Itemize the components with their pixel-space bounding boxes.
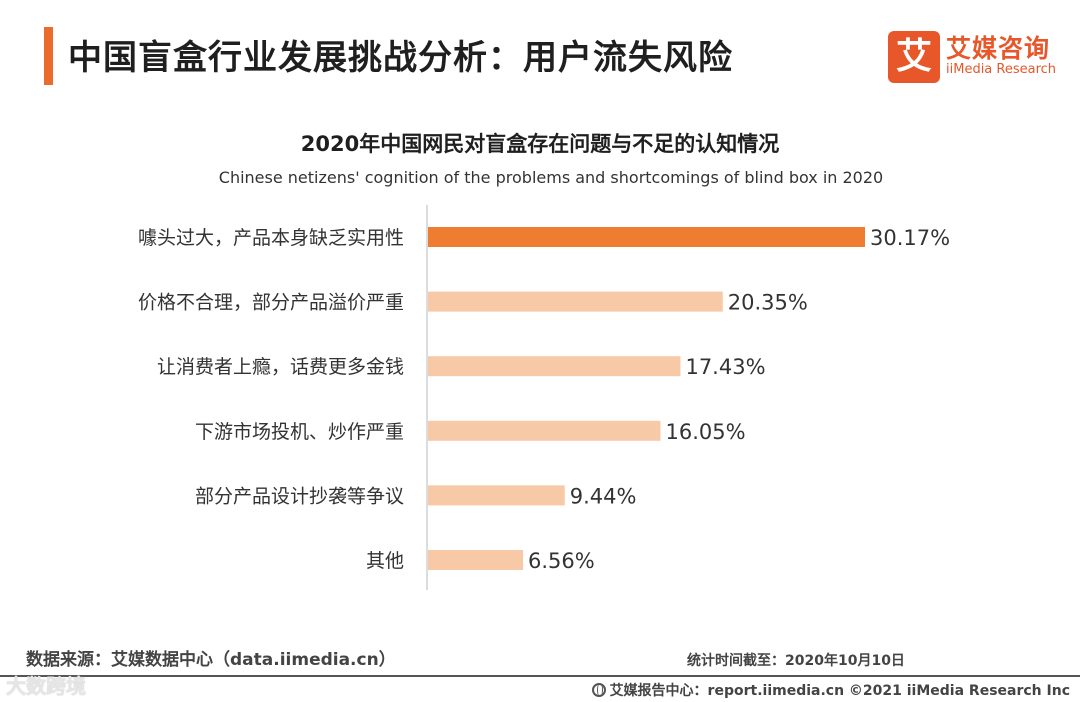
- category-label-4: 部分产品设计抄袭等争议: [195, 485, 404, 507]
- value-label-0: 30.17%: [870, 226, 950, 250]
- watermark: 大数跨境: [6, 674, 86, 698]
- value-label-1: 20.35%: [728, 291, 808, 315]
- category-label-2: 让消费者上瘾，话费更多金钱: [157, 356, 404, 378]
- logo-mark-icon: 艾: [888, 31, 940, 83]
- value-label-4: 9.44%: [570, 484, 637, 508]
- bar-3: [428, 420, 661, 441]
- category-label-1: 价格不合理，部分产品溢价严重: [138, 292, 404, 314]
- bar-2: [428, 356, 681, 377]
- data-source: 数据来源：艾媒数据中心（data.iimedia.cn）: [26, 650, 396, 670]
- report-center: 艾媒报告中心：report.iimedia.cn ©2021 iiMedia R…: [591, 680, 1070, 700]
- category-label-3: 下游市场投机、炒作严重: [195, 421, 404, 443]
- footer-divider: [0, 675, 1080, 677]
- value-label-5: 6.56%: [528, 549, 595, 573]
- logo-english-name: iiMedia Research: [946, 62, 1057, 77]
- chart-title: 2020年中国网民对盲盒存在问题与不足的认知情况: [300, 132, 780, 156]
- category-label-0: 噱头过大，产品本身缺乏实用性: [138, 227, 404, 249]
- page-title: 中国盲盒行业发展挑战分析：用户流失风险: [68, 38, 733, 78]
- stat-date: 统计时间截至：2020年10月10日: [687, 653, 905, 669]
- globe-icon: [591, 683, 606, 697]
- bar-0: [428, 227, 865, 247]
- bar-1: [428, 291, 723, 312]
- category-label-5: 其他: [366, 550, 404, 572]
- logo-chinese-name: 艾媒咨询: [946, 34, 1051, 63]
- bar-5: [428, 550, 524, 570]
- report-center-text: 艾媒报告中心：report.iimedia.cn ©2021 iiMedia R…: [609, 683, 1070, 699]
- value-label-2: 17.43%: [685, 355, 765, 379]
- iimedia-logo: 艾 艾媒咨询 iiMedia Research: [888, 31, 1068, 83]
- bar-4: [428, 485, 565, 506]
- value-label-3: 16.05%: [665, 420, 745, 444]
- chart-subtitle: Chinese netizens' cognition of the probl…: [218, 168, 884, 187]
- title-accent-bar: [44, 27, 53, 85]
